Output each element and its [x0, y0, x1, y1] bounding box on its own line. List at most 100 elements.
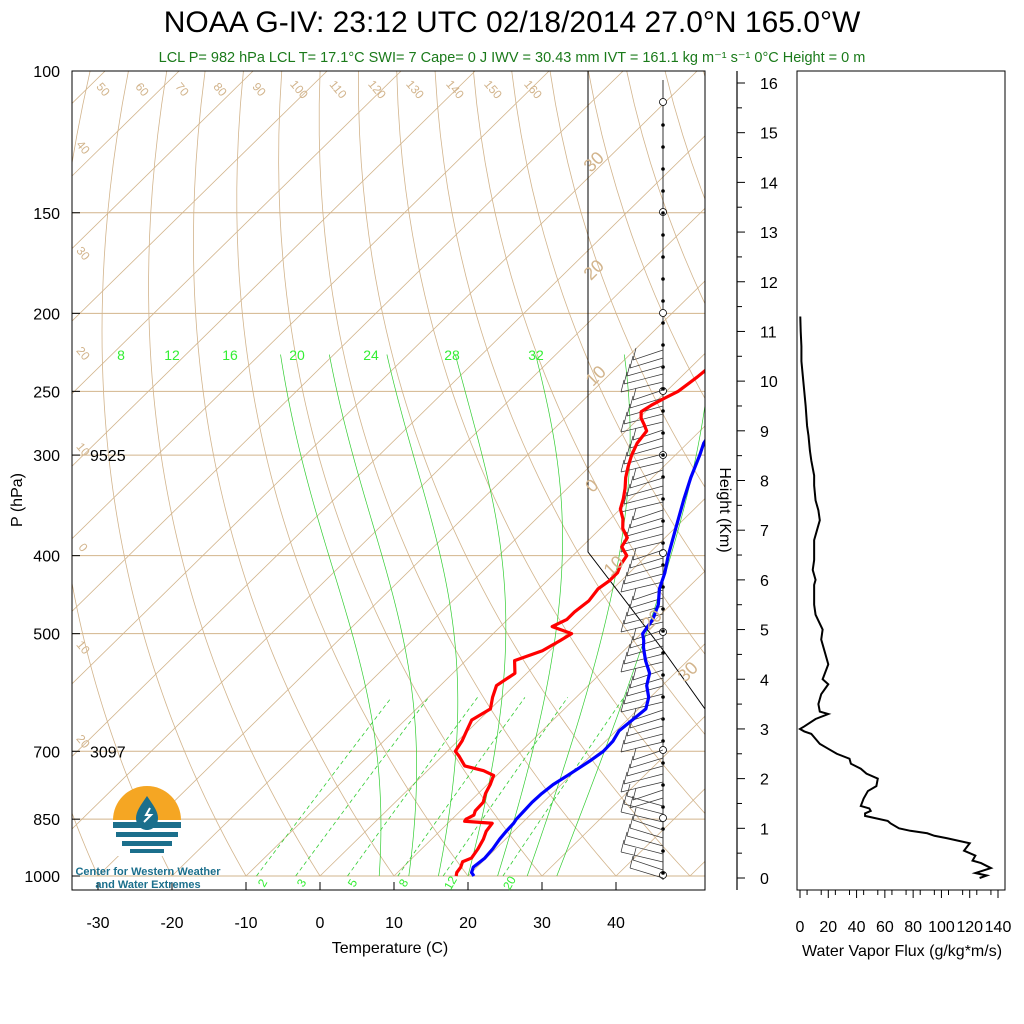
calm-circle [659, 549, 667, 557]
isotherm-line [245, 425, 705, 877]
isotherm-line [72, 71, 328, 322]
moist-adiabat-line [556, 402, 705, 877]
mixing-ratio-line [256, 697, 392, 877]
isotherm-line [72, 71, 698, 685]
height-tick-label: 12 [760, 275, 778, 292]
moist-adiabat-value-label: 30 [674, 658, 702, 686]
wind-barb [620, 811, 664, 823]
barb-dot [661, 387, 665, 391]
wind-barb-feather [620, 739, 625, 753]
barb-dot [661, 827, 665, 831]
dry-adiabat-line [236, 71, 469, 877]
mixing-ratio-line [347, 697, 478, 877]
isotherm-line [72, 71, 476, 467]
wind-barb-feather [626, 643, 631, 657]
barb-dot [661, 453, 665, 457]
moist-adiabat-label: 12 [164, 347, 180, 363]
wind-barb-feather [629, 815, 634, 829]
dry-adiabat-line [148, 71, 321, 877]
height-tick-label: 11 [760, 324, 777, 341]
wind-barbs [587, 71, 706, 890]
wind-barb [626, 685, 664, 697]
barb-column-boundary [587, 71, 706, 890]
wind-barb-feather [623, 771, 628, 785]
wind-barb [629, 867, 664, 879]
mixing-ratio-line [397, 697, 526, 877]
dry-adiabat-line [626, 71, 705, 305]
wind-barb [626, 795, 664, 807]
wind-barb [632, 389, 664, 401]
barb-dot [661, 761, 665, 765]
flux-tick-label: 140 [985, 919, 1012, 936]
wind-barb-feather [626, 783, 631, 797]
mixing-ratio-line [295, 697, 429, 877]
height-tick-label: 6 [760, 573, 769, 590]
wind-barb-feather [629, 755, 634, 769]
barb-dot [661, 629, 665, 633]
barb-dot [661, 189, 665, 193]
wind-barb [623, 613, 664, 625]
wind-barb-feather [632, 387, 637, 401]
wind-barb-feather [632, 747, 637, 761]
wind-barb-feather [632, 427, 637, 441]
wind-barb [626, 725, 664, 737]
wind-barb [626, 365, 664, 377]
barb-dot [661, 211, 665, 215]
moist-adiabat-label: 28 [444, 347, 460, 363]
mixing-ratio-label: 2 [255, 876, 271, 889]
isotherm-line [393, 570, 705, 877]
wind-barb [620, 581, 664, 593]
isotherm-line [541, 715, 705, 877]
x-tick-label: 10 [385, 915, 403, 932]
wind-barb [626, 485, 664, 497]
y-tick-label: 400 [33, 549, 60, 566]
flux-tick-label: 0 [796, 919, 805, 936]
wind-barb [623, 533, 664, 545]
isotherm-line [72, 71, 624, 612]
dry-adiabat-label: 60 [132, 80, 152, 99]
wind-barb [623, 653, 664, 665]
moist-adiabat-value-label: 20 [580, 256, 608, 284]
barb-dot [661, 519, 665, 523]
dry-adiabat-line [434, 71, 705, 736]
barb-dot [661, 299, 665, 303]
wind-barb-feather [623, 611, 628, 625]
height-axis-label: Height (Km) [716, 467, 733, 552]
dewpoint-series-line [469, 438, 705, 877]
wind-barb-feather [623, 571, 628, 585]
moist-adiabat-line [454, 354, 507, 877]
calm-circle [659, 814, 667, 822]
height-tick-label: 8 [760, 474, 769, 491]
moist-adiabat-label: 32 [528, 347, 544, 363]
x-tick-label: 0 [316, 915, 325, 932]
wind-barb-feather [620, 659, 625, 673]
moist-adiabat-label: 8 [117, 347, 125, 363]
height-tick-label: 15 [760, 126, 778, 143]
y-tick-label: 100 [33, 64, 60, 81]
wind-barb [632, 469, 664, 481]
dry-adiabat-line [318, 71, 617, 877]
moist-adiabat-line [386, 354, 459, 877]
dry-adiabat-line [780, 71, 1024, 876]
wind-barb-feather [626, 403, 631, 417]
y-tick-label: 200 [33, 306, 60, 323]
wind-barb [620, 851, 664, 863]
wind-barb-feather [626, 723, 631, 737]
dry-adiabat-line [358, 71, 691, 877]
y-tick-label: 1000 [24, 869, 60, 886]
wind-barb-feather [623, 651, 628, 665]
dry-adiabat-line [101, 71, 247, 877]
flux-tick-label: 60 [876, 919, 894, 936]
height-annotation: 3097 [90, 744, 126, 761]
mixing-ratio-line [442, 697, 568, 877]
flux-series-line [798, 316, 994, 879]
moist-adiabat-value-label: 30 [580, 148, 608, 176]
wind-barb-feather [623, 831, 628, 845]
wind-barb-feather [623, 411, 628, 425]
isotherm-label: 20 [73, 344, 93, 363]
wind-barb-feather [623, 731, 628, 745]
dry-adiabat-label: 70 [172, 80, 192, 99]
height-tick-label: 2 [760, 772, 769, 789]
calm-circle [659, 309, 667, 317]
